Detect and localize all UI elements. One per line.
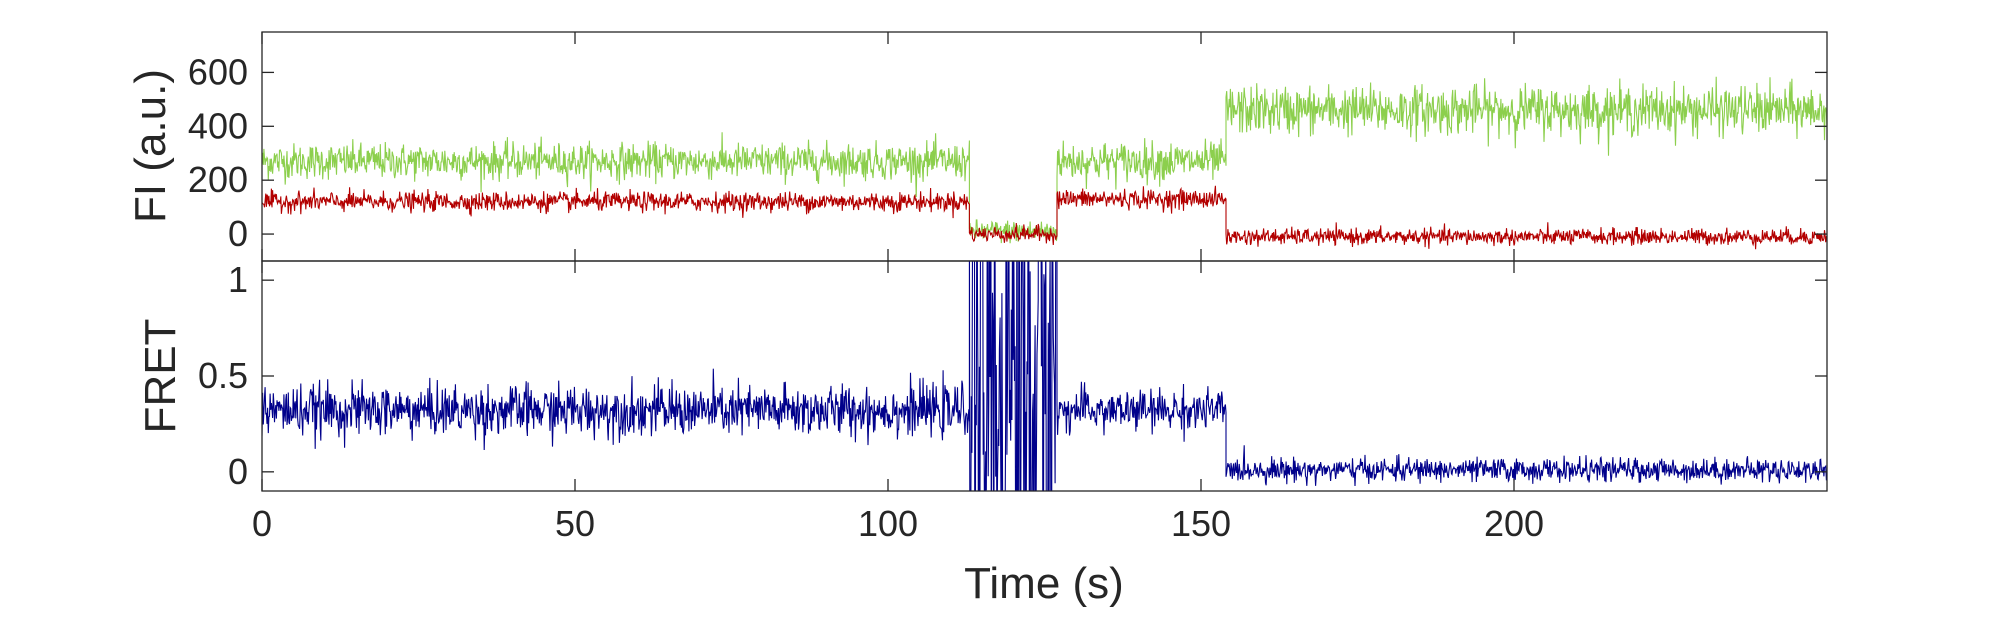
fluorescence-y-axis-label: FI (a.u.) bbox=[126, 69, 175, 223]
fret-y-tick-label: 0 bbox=[228, 451, 248, 492]
fluorescence-y-tick-label: 400 bbox=[188, 105, 248, 146]
fret-traces bbox=[262, 261, 1827, 491]
fret-y-tick-label: 0.5 bbox=[198, 355, 248, 396]
fret-y-tick-label: 1 bbox=[228, 259, 248, 300]
time-x-tick-label: 200 bbox=[1484, 503, 1544, 544]
fret-y-ticks: 00.51 bbox=[198, 259, 1827, 492]
fluorescence-traces bbox=[262, 76, 1827, 250]
fluorescence-y-tick-label: 600 bbox=[188, 51, 248, 92]
time-x-tick-label: 100 bbox=[858, 503, 918, 544]
fluorescence-series-acceptor-line bbox=[262, 185, 1827, 250]
time-x-tick-label: 150 bbox=[1171, 503, 1231, 544]
fluorescence-y-tick-label: 0 bbox=[228, 213, 248, 254]
time-x-ticks: 0 50 100 150 200 bbox=[252, 261, 1544, 544]
fret-panel: 00.51 0 50 100 150 200 FRET Time (s) bbox=[136, 259, 1828, 608]
time-x-axis-label: Time (s) bbox=[964, 559, 1124, 608]
time-x-tick-label: 0 bbox=[252, 503, 272, 544]
fluorescence-axes-frame bbox=[261, 31, 1828, 262]
fluorescence-y-tick-label: 200 bbox=[188, 159, 248, 200]
fret-y-axis-label: FRET bbox=[136, 319, 185, 434]
fluorescence-panel: 0 200 400 600 FI (a.u.) bbox=[126, 31, 1828, 262]
fluorescence-series-donor-line bbox=[262, 76, 1827, 244]
fret-series-fret-line bbox=[262, 261, 1827, 491]
fluorescence-y-ticks: 0 200 400 600 bbox=[188, 32, 1827, 261]
time-x-tick-label: 50 bbox=[555, 503, 595, 544]
